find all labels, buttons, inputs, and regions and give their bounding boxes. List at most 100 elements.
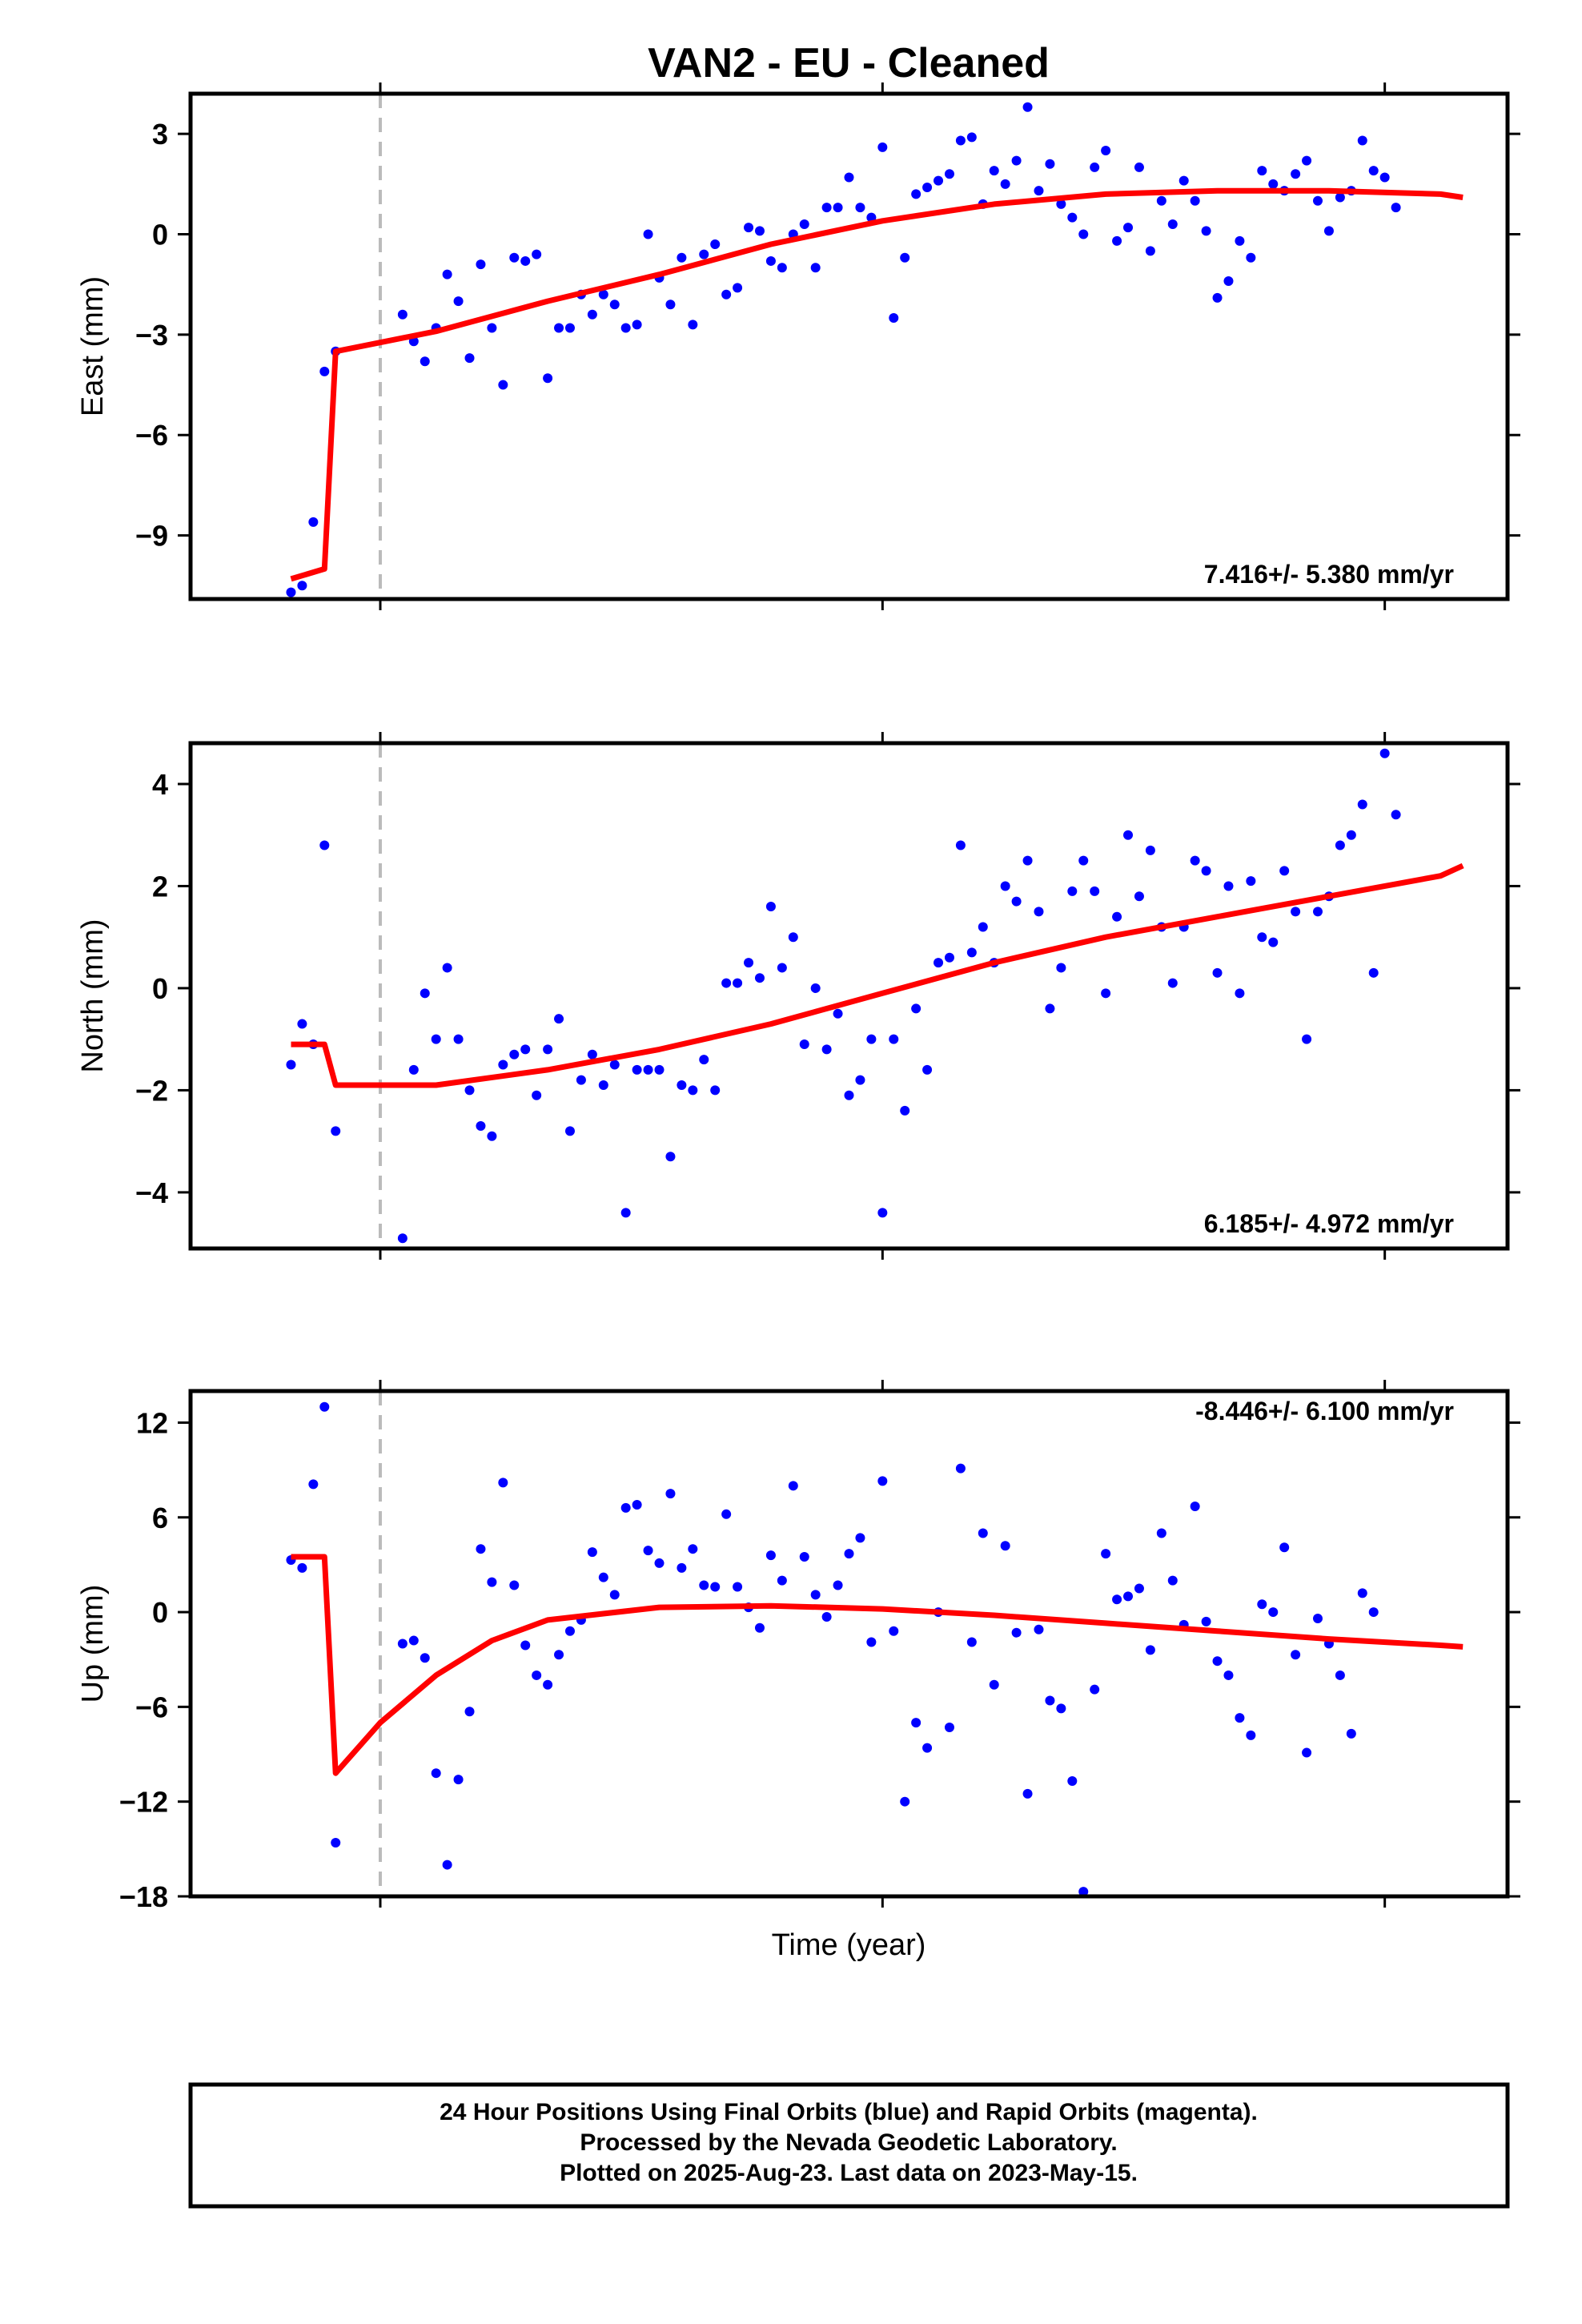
east-data-point	[1257, 166, 1267, 176]
north-data-point	[1145, 845, 1155, 855]
up-ytick-label: −12	[119, 1786, 168, 1819]
east-data-point	[1022, 102, 1033, 112]
east-data-point	[944, 169, 954, 179]
east-data-point	[1123, 223, 1134, 233]
east-data-point	[1167, 219, 1178, 229]
north-data-point	[609, 1059, 620, 1070]
up-data-point	[677, 1562, 687, 1573]
north-data-point	[833, 1008, 843, 1019]
north-data-point	[1302, 1034, 1312, 1044]
up-data-point	[397, 1638, 408, 1649]
up-data-point	[754, 1622, 765, 1633]
north-ytick-label: 4	[152, 768, 168, 801]
up-data-point	[643, 1546, 653, 1556]
east-ytick-label: −9	[135, 520, 168, 553]
up-data-point	[308, 1479, 319, 1490]
north-data-point	[408, 1064, 419, 1075]
north-data-point	[900, 1105, 910, 1116]
north-data-point	[1291, 907, 1301, 917]
up-data-point	[319, 1401, 330, 1412]
east-data-point	[754, 226, 765, 236]
east-data-point	[1379, 172, 1390, 183]
up-data-point	[1145, 1645, 1155, 1655]
east-data-point	[397, 309, 408, 320]
north-data-point	[1067, 886, 1078, 896]
up-data-point	[609, 1590, 620, 1600]
up-data-point	[765, 1550, 776, 1561]
north-data-point	[1246, 876, 1256, 887]
north-data-point	[319, 840, 330, 850]
up-axis-label: Up (mm)	[76, 1585, 110, 1703]
north-data-point	[744, 958, 754, 968]
north-panel: −4 −2 0 2 4 North (mm) 6.185+/- 4.972 mm/yr	[76, 732, 1520, 1260]
east-data-point	[911, 189, 921, 199]
east-data-point	[543, 373, 553, 384]
east-data-point	[665, 300, 676, 310]
up-data-point	[833, 1580, 843, 1590]
east-data-point	[799, 219, 809, 229]
up-data-point	[777, 1575, 787, 1586]
up-data-point	[1134, 1583, 1144, 1594]
east-data-point	[520, 255, 531, 266]
east-data-point	[1056, 199, 1066, 209]
up-data-point	[966, 1637, 977, 1647]
north-data-point	[1368, 967, 1379, 978]
north-data-point	[598, 1080, 608, 1091]
up-data-point	[944, 1723, 954, 1733]
footer-box	[188, 2082, 1510, 2209]
east-data-point	[955, 135, 966, 146]
east-data-point	[587, 309, 597, 320]
east-data-point	[1178, 175, 1189, 186]
east-data-point	[1112, 235, 1122, 246]
up-ytick-label: −18	[119, 1880, 168, 1913]
east-ytick-label: 0	[152, 219, 168, 251]
up-data-point	[1078, 1887, 1089, 1896]
up-data-point	[442, 1860, 452, 1870]
up-data-point	[733, 1582, 743, 1592]
east-data-point	[833, 203, 843, 213]
north-velocity-label: 6.185+/- 4.972 mm/yr	[1204, 1209, 1454, 1238]
east-data-point	[297, 581, 307, 591]
north-frame	[188, 741, 1510, 1251]
north-data-point	[1212, 967, 1223, 978]
up-data-point	[476, 1544, 486, 1554]
up-data-point	[297, 1562, 307, 1573]
up-data-point	[587, 1547, 597, 1558]
east-data-point	[889, 312, 899, 323]
north-data-point	[1045, 1003, 1055, 1014]
east-data-point	[643, 229, 653, 239]
east-data-point	[810, 263, 821, 273]
east-data-point	[509, 252, 520, 263]
north-data-point	[821, 1044, 832, 1055]
up-data-point	[1090, 1684, 1100, 1695]
north-data-point	[877, 1208, 888, 1218]
east-data-point	[900, 252, 910, 263]
up-data-point	[431, 1768, 441, 1779]
up-data-point	[1246, 1730, 1256, 1740]
east-plot-area	[286, 94, 1464, 599]
up-data-point	[889, 1626, 899, 1636]
up-data-point	[1368, 1607, 1379, 1618]
up-data-point	[810, 1590, 821, 1600]
up-data-point	[1167, 1575, 1178, 1586]
north-data-point	[654, 1064, 665, 1075]
east-data-point	[453, 296, 464, 307]
east-data-point	[620, 323, 631, 333]
east-data-point	[1357, 135, 1367, 146]
east-velocity-label: 7.416+/- 5.380 mm/yr	[1204, 560, 1454, 589]
east-data-point	[1090, 162, 1100, 172]
east-data-point	[844, 172, 854, 183]
east-data-point	[1134, 162, 1144, 172]
up-data-point	[1223, 1670, 1234, 1680]
up-data-point	[1201, 1616, 1211, 1626]
north-data-point	[721, 978, 732, 988]
north-data-point	[1101, 988, 1111, 999]
east-data-point	[1268, 179, 1279, 189]
east-data-point	[308, 517, 319, 527]
north-data-point	[1022, 855, 1033, 866]
north-data-point	[966, 947, 977, 958]
up-data-point	[1279, 1542, 1290, 1553]
east-data-point	[1246, 252, 1256, 263]
east-data-point	[934, 175, 944, 186]
